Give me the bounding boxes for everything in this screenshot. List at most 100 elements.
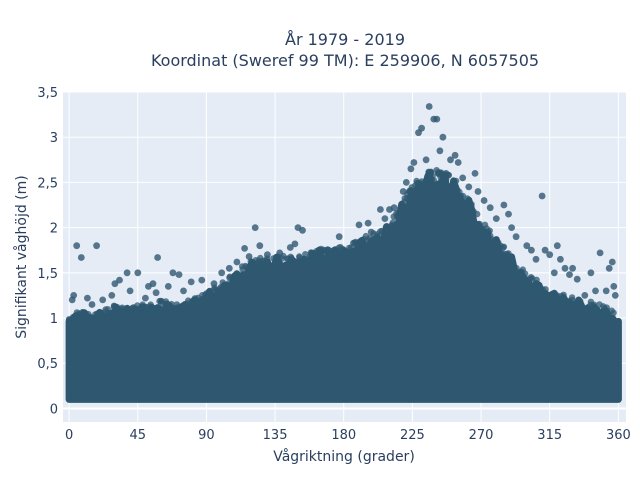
data-point bbox=[264, 251, 271, 259]
x-tick-label: 315 bbox=[537, 428, 562, 443]
data-point bbox=[418, 124, 425, 132]
data-point bbox=[545, 292, 552, 299]
data-point bbox=[131, 311, 138, 318]
data-point bbox=[164, 283, 172, 290]
data-point bbox=[454, 159, 462, 166]
data-point bbox=[93, 242, 100, 250]
data-point bbox=[561, 264, 569, 272]
data-point bbox=[126, 287, 134, 295]
data-point bbox=[370, 235, 377, 243]
data-point bbox=[365, 236, 372, 244]
data-point bbox=[500, 243, 508, 250]
data-point bbox=[301, 260, 309, 267]
x-tick-label: 225 bbox=[400, 428, 425, 443]
data-point bbox=[134, 302, 141, 309]
chart-title-line2: Koordinat (Sweref 99 TM): E 259906, N 60… bbox=[151, 51, 539, 70]
data-point bbox=[122, 312, 129, 319]
data-point bbox=[237, 274, 244, 281]
data-point bbox=[456, 188, 463, 196]
data-point bbox=[217, 285, 224, 292]
data-point bbox=[439, 176, 446, 183]
data-point bbox=[169, 308, 176, 315]
data-point bbox=[158, 299, 165, 307]
data-point bbox=[364, 219, 372, 227]
data-point bbox=[523, 242, 531, 250]
data-point bbox=[452, 177, 460, 185]
data-point bbox=[134, 269, 142, 277]
x-tick-label: 270 bbox=[469, 428, 494, 443]
data-point bbox=[109, 309, 116, 316]
data-point bbox=[111, 280, 119, 288]
data-point bbox=[377, 206, 384, 213]
data-point bbox=[261, 257, 269, 264]
data-point bbox=[187, 278, 195, 286]
data-point bbox=[406, 188, 413, 195]
y-tick-label: 1 bbox=[50, 312, 58, 327]
data-point bbox=[560, 291, 567, 298]
data-point bbox=[492, 215, 500, 223]
data-point bbox=[108, 292, 116, 299]
data-point bbox=[596, 249, 604, 257]
data-point bbox=[142, 294, 149, 302]
data-point bbox=[256, 242, 264, 250]
data-point bbox=[98, 315, 106, 322]
data-point bbox=[77, 254, 85, 261]
x-tick-label: 135 bbox=[263, 428, 288, 443]
data-point bbox=[198, 276, 206, 284]
data-point bbox=[407, 165, 415, 173]
data-point bbox=[512, 233, 520, 241]
data-point bbox=[569, 296, 576, 304]
y-tick-label: 0 bbox=[50, 402, 58, 417]
data-point bbox=[546, 251, 554, 259]
data-point bbox=[566, 271, 573, 278]
data-point bbox=[216, 291, 223, 299]
x-tick-label: 0 bbox=[65, 428, 73, 443]
data-point bbox=[123, 269, 131, 277]
data-point bbox=[116, 276, 123, 284]
data-point bbox=[451, 151, 459, 159]
data-point bbox=[365, 242, 372, 249]
data-point bbox=[569, 264, 576, 272]
data-points bbox=[65, 103, 622, 403]
data-point bbox=[474, 188, 482, 195]
data-point bbox=[68, 316, 76, 323]
data-point bbox=[425, 103, 433, 110]
x-tick-label: 360 bbox=[606, 428, 631, 443]
data-point bbox=[286, 244, 294, 251]
data-point bbox=[70, 292, 78, 299]
data-point bbox=[149, 280, 157, 288]
data-point bbox=[433, 115, 441, 123]
data-point bbox=[381, 215, 389, 223]
data-point bbox=[317, 249, 325, 257]
data-point bbox=[393, 213, 401, 221]
data-point bbox=[587, 269, 595, 277]
data-point bbox=[610, 283, 618, 290]
data-point bbox=[605, 264, 613, 272]
data-point bbox=[208, 295, 215, 302]
data-point bbox=[602, 287, 610, 295]
data-point bbox=[226, 274, 233, 281]
data-point bbox=[527, 283, 534, 290]
data-point bbox=[436, 147, 444, 155]
data-point bbox=[169, 269, 177, 277]
data-point bbox=[246, 264, 253, 271]
data-point bbox=[422, 156, 430, 164]
data-point bbox=[328, 252, 335, 259]
x-tick-label: 45 bbox=[129, 428, 146, 443]
data-point bbox=[465, 183, 473, 191]
data-point bbox=[257, 254, 264, 262]
data-point bbox=[447, 156, 454, 164]
x-tick-label: 180 bbox=[331, 428, 356, 443]
data-point bbox=[180, 287, 187, 295]
data-point bbox=[110, 304, 118, 311]
data-point bbox=[210, 280, 218, 288]
data-point bbox=[283, 261, 291, 269]
data-point bbox=[464, 195, 471, 202]
data-point bbox=[245, 253, 253, 260]
data-point bbox=[84, 294, 91, 302]
data-point bbox=[294, 258, 302, 265]
data-point bbox=[533, 276, 540, 283]
data-point bbox=[550, 269, 558, 277]
data-point bbox=[175, 271, 183, 278]
y-tick-label: 2,5 bbox=[37, 176, 58, 191]
